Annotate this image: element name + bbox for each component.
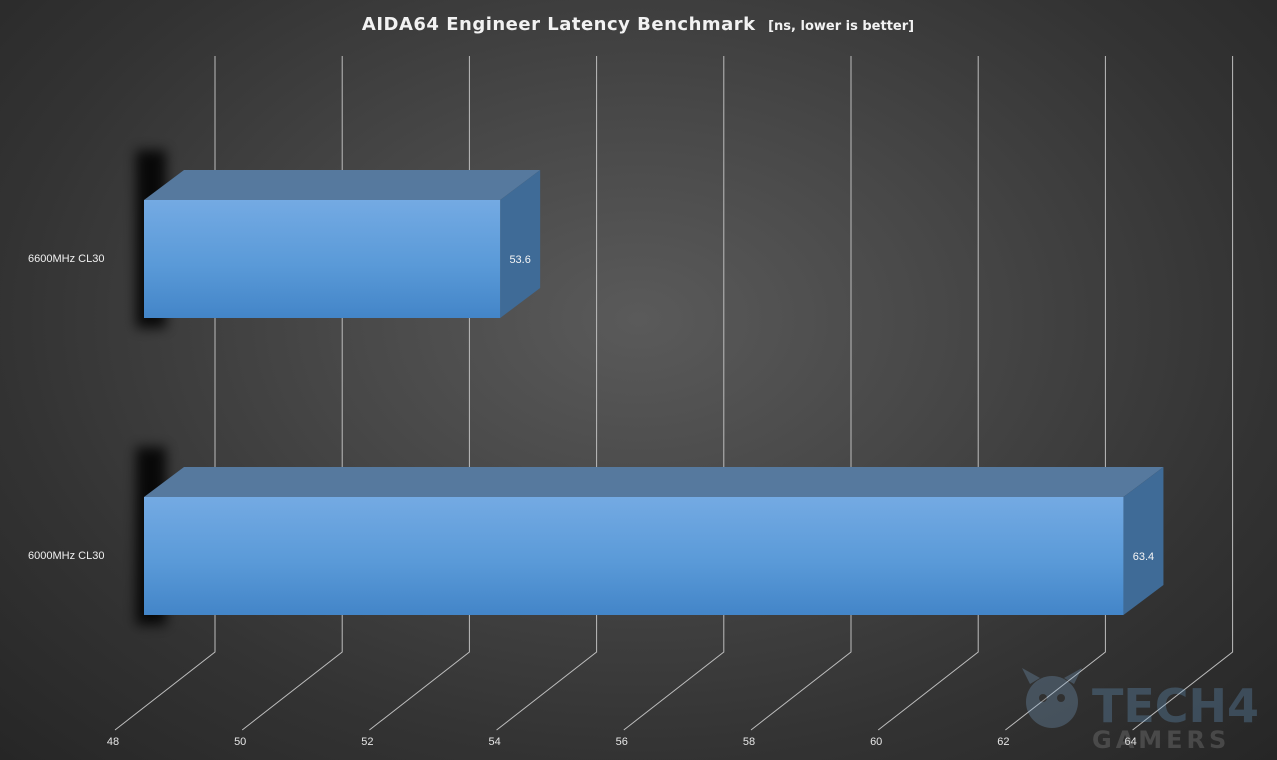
gridline [1005, 56, 1106, 731]
x-tick-label: 52 [361, 736, 373, 748]
watermark-line1: TECH4 [1092, 679, 1259, 733]
mascot-icon [1022, 668, 1082, 728]
watermark: TECH4 GAMERS [1022, 668, 1259, 754]
chart-title-main: AIDA64 Engineer Latency Benchmark [362, 14, 756, 35]
data-label: 53.6 [509, 254, 530, 266]
gridline [750, 56, 852, 731]
data-label: 63.4 [1133, 551, 1154, 563]
gridline [877, 56, 979, 731]
category-labels: 6600MHz CL30 6000MHz CL30 [28, 253, 104, 562]
watermark-line2: GAMERS [1092, 726, 1230, 754]
category-label: 6600MHz CL30 [28, 253, 104, 265]
x-tick-label: 58 [743, 736, 755, 748]
bar-front-face [144, 200, 501, 318]
bar-side-face [1123, 467, 1164, 615]
x-tick-label: 48 [107, 736, 119, 748]
x-tick-label: 62 [997, 736, 1009, 748]
x-tick-label: 50 [234, 736, 246, 748]
bar: 63.4 [136, 447, 1164, 625]
x-tick-label: 60 [870, 736, 882, 748]
gridline [369, 56, 470, 731]
bar-top-face [144, 170, 541, 200]
gridline [623, 56, 725, 731]
gridline [1132, 56, 1234, 731]
category-label: 6000MHz CL30 [28, 550, 104, 562]
x-axis-ticks: 48 50 52 54 56 58 60 62 64 [107, 736, 1137, 748]
chart-title: AIDA64 Engineer Latency Benchmark [ns, l… [362, 14, 914, 35]
bar-side-face [500, 170, 541, 318]
bar-front-face [144, 497, 1124, 615]
gridline [241, 56, 343, 731]
gridline [496, 56, 598, 731]
x-tick-label: 64 [1124, 736, 1136, 748]
bar: 53.6 [136, 150, 541, 328]
chart-title-unit: [ns, lower is better] [768, 19, 914, 34]
x-tick-label: 54 [488, 736, 500, 748]
gridlines [114, 56, 1234, 731]
x-tick-label: 56 [616, 736, 628, 748]
bar-top-face [144, 467, 1164, 497]
bars: 53.6 63.4 [136, 150, 1164, 625]
